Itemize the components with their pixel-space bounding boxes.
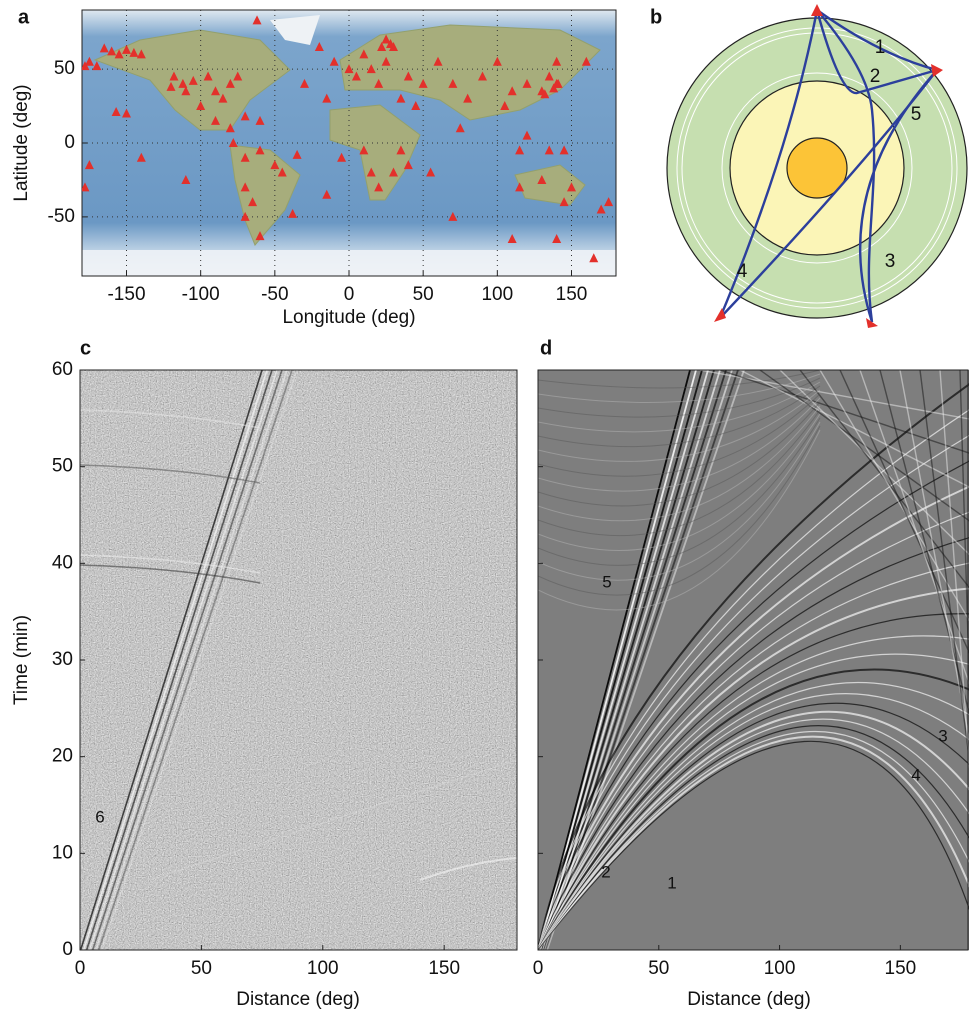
path-label: 4	[737, 261, 748, 282]
x-tick-label: 0	[533, 958, 544, 979]
y-tick-label: -50	[48, 206, 75, 227]
x-axis-label: Longitude (deg)	[282, 307, 415, 328]
panel-label: d	[540, 337, 552, 359]
x-tick-label: 50	[191, 958, 212, 979]
x-axis-label: Distance (deg)	[687, 989, 811, 1010]
y-tick-label: 20	[52, 746, 73, 767]
y-tick-label: 50	[52, 456, 73, 477]
panel-label: a	[18, 6, 30, 28]
y-tick-label: 60	[52, 359, 73, 380]
figure: a-150-100-50050100150-50050Longitude (de…	[0, 0, 969, 1015]
x-tick-label: -150	[107, 284, 145, 305]
x-tick-label: 100	[307, 958, 339, 979]
x-tick-label: 0	[344, 284, 355, 305]
annotation: 1	[667, 873, 676, 892]
x-tick-label: -100	[182, 284, 220, 305]
x-tick-label: 50	[413, 284, 434, 305]
y-tick-label: 0	[64, 132, 75, 153]
x-tick-label: 0	[75, 958, 86, 979]
path-label: 3	[885, 251, 896, 272]
y-axis-label: Time (min)	[11, 615, 32, 705]
y-axis-label: Latitude (deg)	[11, 84, 32, 201]
path-label: 1	[875, 37, 886, 58]
annotation: 2	[601, 862, 610, 881]
y-tick-label: 30	[52, 649, 73, 670]
panel-label: c	[80, 337, 91, 359]
x-axis-label: Distance (deg)	[236, 989, 360, 1010]
y-tick-label: 0	[62, 939, 73, 960]
annotation: 5	[602, 572, 611, 591]
y-tick-label: 10	[52, 842, 73, 863]
x-tick-label: 100	[764, 958, 796, 979]
x-tick-label: -50	[261, 284, 288, 305]
annotation: 3	[938, 726, 947, 745]
path-label: 5	[911, 104, 922, 125]
y-tick-label: 50	[54, 58, 75, 79]
annotation: 6	[95, 807, 104, 826]
earth-diagram	[667, 4, 967, 328]
x-tick-label: 50	[648, 958, 669, 979]
x-tick-label: 100	[481, 284, 513, 305]
x-tick-label: 150	[556, 284, 588, 305]
path-label: 2	[870, 66, 881, 87]
x-tick-label: 150	[428, 958, 460, 979]
seismogram-image	[80, 370, 517, 952]
x-tick-label: 150	[885, 958, 917, 979]
panel-label: b	[650, 6, 662, 28]
annotation: 4	[911, 765, 920, 784]
y-tick-label: 40	[52, 552, 73, 573]
